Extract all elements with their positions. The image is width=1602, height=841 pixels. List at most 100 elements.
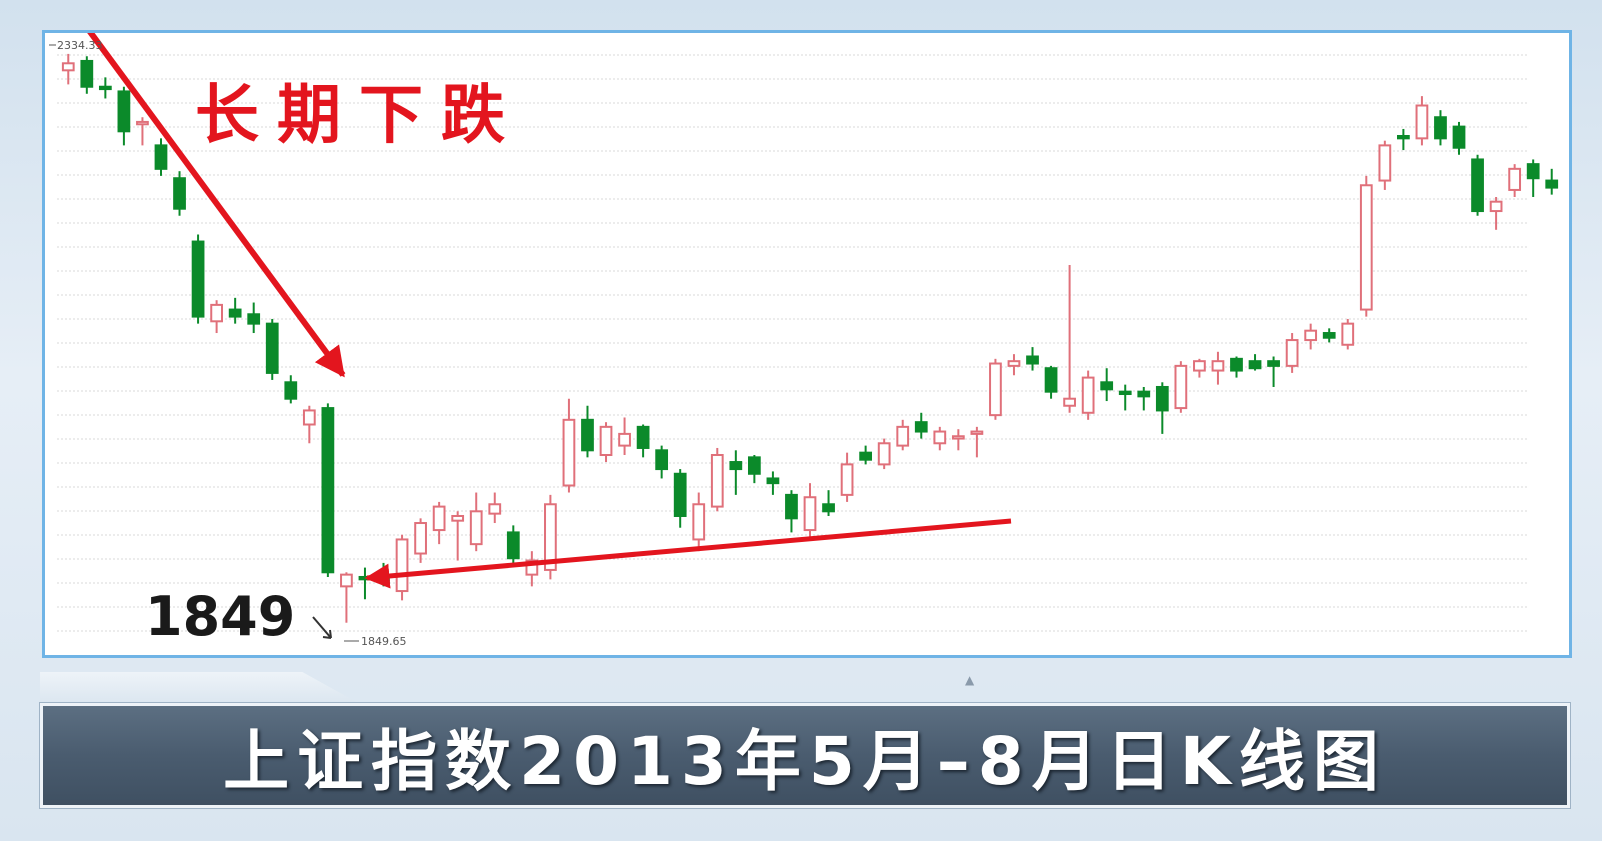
candle xyxy=(1044,365,1058,399)
candle-body-up xyxy=(1304,329,1318,342)
candle-body-down xyxy=(506,531,520,560)
candle-body-down xyxy=(1044,367,1058,393)
candle xyxy=(302,405,316,444)
candle-body-down xyxy=(1434,116,1447,140)
candle-body-up xyxy=(933,430,947,445)
candle xyxy=(488,492,502,524)
candle-body-down xyxy=(822,503,835,513)
candle-body-up xyxy=(989,362,1002,417)
candle xyxy=(414,518,427,563)
candle xyxy=(951,429,965,451)
candle-body-up xyxy=(1489,200,1503,213)
low-pointer-icon xyxy=(312,616,332,639)
candle xyxy=(766,471,780,495)
candle-body-up xyxy=(1415,104,1429,140)
candle xyxy=(1285,333,1299,373)
candle xyxy=(896,419,910,451)
candle-body-down xyxy=(1230,357,1243,372)
candle xyxy=(692,492,706,552)
candle-body-down xyxy=(1248,360,1262,370)
candle xyxy=(599,422,613,463)
candle xyxy=(191,234,205,324)
candle-body-down xyxy=(1397,134,1410,140)
candle-body-down xyxy=(673,472,687,517)
candle-body-down xyxy=(1471,158,1484,213)
candle xyxy=(117,86,131,146)
candle xyxy=(933,426,947,451)
candle xyxy=(1155,382,1169,434)
candle-body-up xyxy=(599,425,613,457)
candle xyxy=(1100,368,1114,402)
candle xyxy=(1063,265,1076,413)
candle-body-up xyxy=(1508,167,1522,191)
candle-body-up xyxy=(210,303,223,323)
candle xyxy=(1434,110,1447,146)
candle xyxy=(61,53,75,85)
candle-body-down xyxy=(173,177,186,210)
candle xyxy=(1526,159,1540,197)
candle-body-up xyxy=(896,425,910,447)
candle-body-up xyxy=(544,503,557,571)
candle xyxy=(562,398,576,493)
candle xyxy=(1248,354,1262,371)
candle-body-up xyxy=(877,442,891,466)
candle xyxy=(729,450,743,495)
candle xyxy=(1397,128,1410,151)
candle-body-down xyxy=(766,477,780,485)
candle xyxy=(1341,318,1355,350)
candle xyxy=(228,297,242,324)
candle xyxy=(747,455,761,484)
candle-body-up xyxy=(1341,322,1355,346)
candle-body-down xyxy=(1118,390,1132,396)
candle-body-up xyxy=(414,522,427,555)
candles xyxy=(61,53,1559,623)
candle-body-down xyxy=(247,313,261,325)
candle xyxy=(284,375,298,404)
candle-body-down xyxy=(636,425,650,449)
candle xyxy=(451,511,465,561)
candle xyxy=(710,447,724,512)
candle xyxy=(395,534,409,601)
candle-body-down xyxy=(1137,390,1151,398)
candle-body-down xyxy=(581,418,594,452)
candle-body-up xyxy=(692,503,706,541)
candle-body-up xyxy=(432,505,446,532)
candle xyxy=(1471,154,1484,216)
candle-body-down xyxy=(1526,163,1540,180)
grid-lines xyxy=(57,54,1529,632)
candle xyxy=(859,445,873,465)
candle xyxy=(432,501,446,545)
low-value-label: 1849 xyxy=(145,585,295,648)
watermark-icon: ▲ xyxy=(965,673,975,687)
candle-body-up xyxy=(1193,360,1206,372)
candle xyxy=(1322,328,1336,343)
candle-body-down xyxy=(154,144,168,170)
candle xyxy=(321,403,335,577)
candle xyxy=(1026,347,1039,371)
candle-body-down xyxy=(1452,125,1466,149)
candle xyxy=(970,426,984,458)
candle xyxy=(1267,356,1280,387)
candle xyxy=(1359,175,1373,317)
candle xyxy=(840,452,854,502)
candle xyxy=(98,77,112,99)
candle-body-down xyxy=(1155,385,1169,412)
candle xyxy=(1211,351,1225,385)
candle-body-down xyxy=(265,322,279,374)
candle xyxy=(247,302,261,334)
candle xyxy=(469,492,483,552)
title-tab-decoration xyxy=(40,672,360,704)
candle-body-down xyxy=(1267,360,1280,367)
chart-title-bar: 上证指数2013年5月–8月日K线图 xyxy=(40,703,1570,808)
candle-body-down xyxy=(729,461,743,471)
candle xyxy=(877,438,891,470)
candle-body-up xyxy=(562,418,576,487)
candle-body-up xyxy=(1007,360,1021,367)
candle-body-up xyxy=(951,435,965,440)
candle-body-up xyxy=(451,514,465,522)
candle-body-down xyxy=(785,493,798,520)
candle xyxy=(989,358,1002,420)
high-tick-label: 2334.33 xyxy=(57,39,103,52)
candle xyxy=(265,318,279,380)
candle xyxy=(636,424,650,458)
